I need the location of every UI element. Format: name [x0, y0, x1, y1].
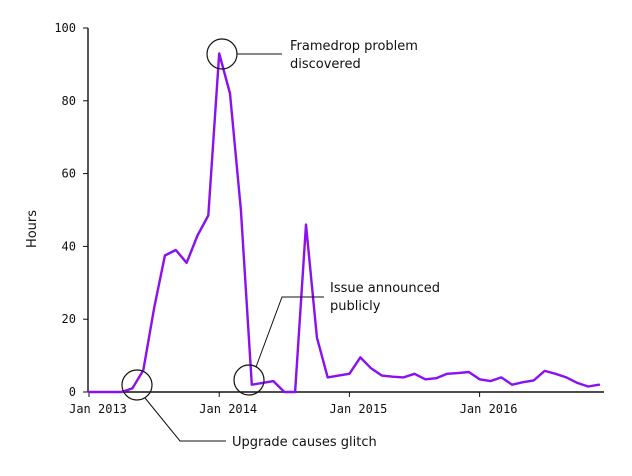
y-ticks: 0 20 40 60 80 100 — [54, 21, 88, 399]
annotation-leader-upgrade — [144, 397, 226, 442]
annotation-label-announced-line2: publicly — [330, 299, 381, 314]
annotation-label-announced-line1: Issue announced — [330, 281, 440, 296]
annotation-label-framedrop-line1: Framedrop problem — [290, 39, 418, 54]
y-axis-title: Hours — [25, 210, 40, 248]
x-tick-label: Jan 2014 — [199, 402, 257, 416]
y-tick-label: 0 — [69, 385, 76, 399]
annotation-framedrop: Framedrop problem discovered — [206, 38, 418, 72]
y-tick-label: 60 — [62, 167, 76, 181]
annotation-label-upgrade: Upgrade causes glitch — [232, 435, 377, 450]
annotation-circle-upgrade — [121, 369, 153, 401]
x-ticks: Jan 2013 Jan 2014 Jan 2015 Jan 2016 — [69, 392, 517, 416]
annotation-leader-announced — [255, 296, 324, 368]
annotation-circle-announced — [233, 364, 265, 396]
series-line — [87, 52, 601, 394]
annotation-announced: Issue announced publicly — [233, 281, 440, 396]
y-tick-label: 80 — [62, 94, 76, 108]
annotation-upgrade: Upgrade causes glitch — [121, 369, 377, 450]
y-tick-label: 20 — [62, 312, 76, 326]
y-tick-label: 100 — [54, 21, 76, 35]
y-tick-label: 40 — [62, 239, 76, 253]
annotation-label-framedrop-line2: discovered — [290, 57, 361, 72]
x-tick-label: Jan 2016 — [460, 402, 518, 416]
x-tick-label: Jan 2013 — [69, 402, 127, 416]
x-tick-label: Jan 2015 — [330, 402, 388, 416]
